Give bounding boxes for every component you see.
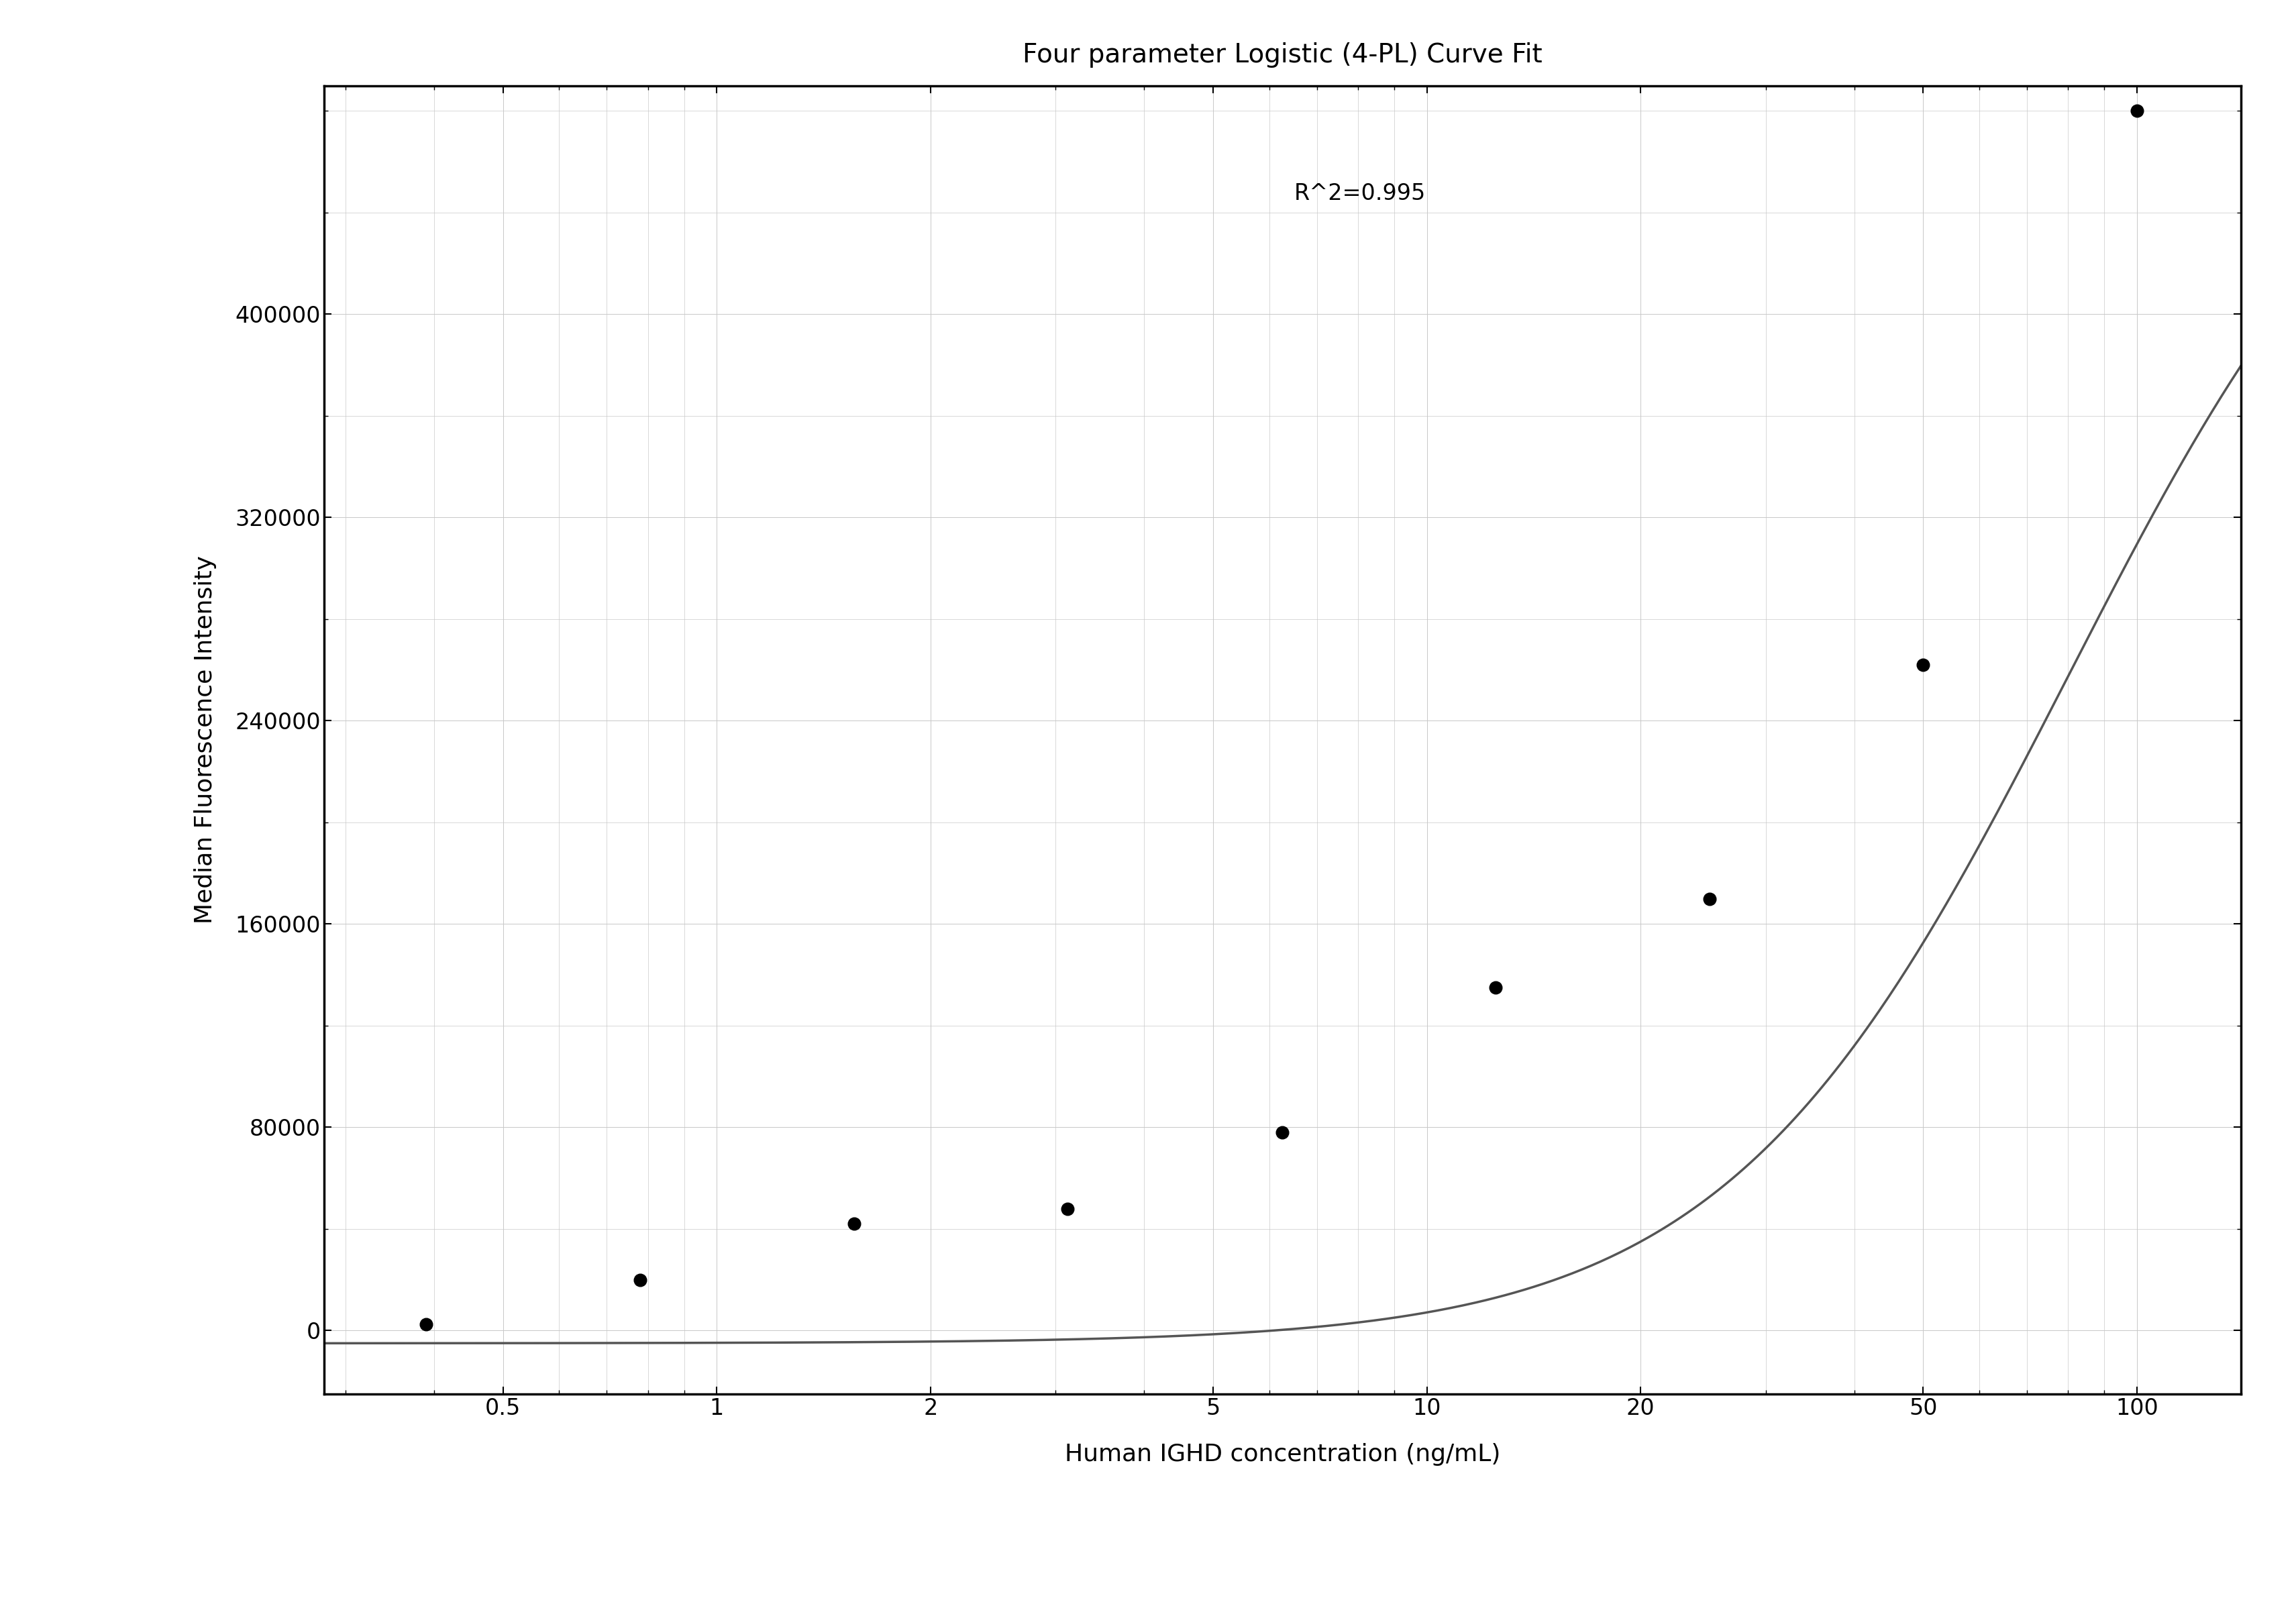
- Point: [2117, 98, 2154, 124]
- Point: [1263, 1120, 1300, 1145]
- Y-axis label: Median Fluorescence Intensity: Median Fluorescence Intensity: [193, 555, 216, 924]
- Point: [836, 1211, 872, 1237]
- Title: Four parameter Logistic (4-PL) Curve Fit: Four parameter Logistic (4-PL) Curve Fit: [1022, 42, 1543, 67]
- Text: R^2=0.995: R^2=0.995: [1293, 183, 1426, 205]
- Point: [1903, 653, 1940, 678]
- Point: [622, 1267, 659, 1293]
- Point: [409, 1312, 445, 1338]
- X-axis label: Human IGHD concentration (ng/mL): Human IGHD concentration (ng/mL): [1065, 1444, 1499, 1466]
- Point: [1476, 975, 1513, 1001]
- Point: [1049, 1197, 1086, 1222]
- Point: [1690, 885, 1727, 911]
